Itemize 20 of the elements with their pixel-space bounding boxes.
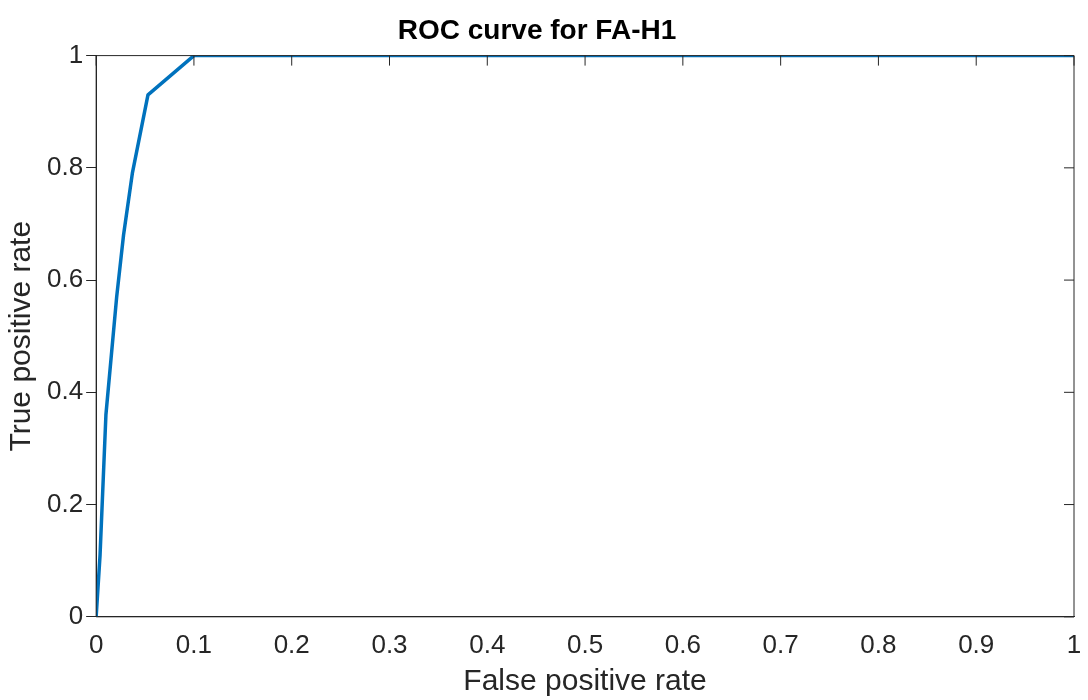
x-tick-label: 0.5 (566, 628, 604, 659)
x-tick-label: 0.8 (860, 628, 897, 659)
y-tick-label: 0.4 (46, 375, 84, 406)
x-tick-label: 0.9 (958, 628, 995, 659)
x-tick-label: 0.3 (371, 628, 408, 659)
x-tick-label: 0.7 (762, 628, 799, 659)
chart-title: ROC curve for FA-H1 (397, 13, 677, 45)
x-tick-label: 0.2 (273, 628, 310, 659)
x-tick-label: 0 (88, 628, 104, 659)
y-tick-label: 1 (68, 38, 84, 69)
x-tick-label: 0.6 (664, 628, 701, 659)
x-tick-label: 1 (1066, 628, 1082, 659)
x-tick-label: 0.4 (469, 628, 506, 659)
x-axis-title: False positive rate (463, 663, 707, 697)
y-tick-label: 0.2 (46, 487, 84, 518)
y-tick-label: 0.8 (46, 151, 84, 182)
x-tick-label: 0.1 (175, 628, 213, 659)
y-tick-label: 0.6 (46, 263, 84, 294)
y-tick-label: 0 (68, 599, 84, 630)
y-axis-title: True positive rate (3, 220, 37, 452)
